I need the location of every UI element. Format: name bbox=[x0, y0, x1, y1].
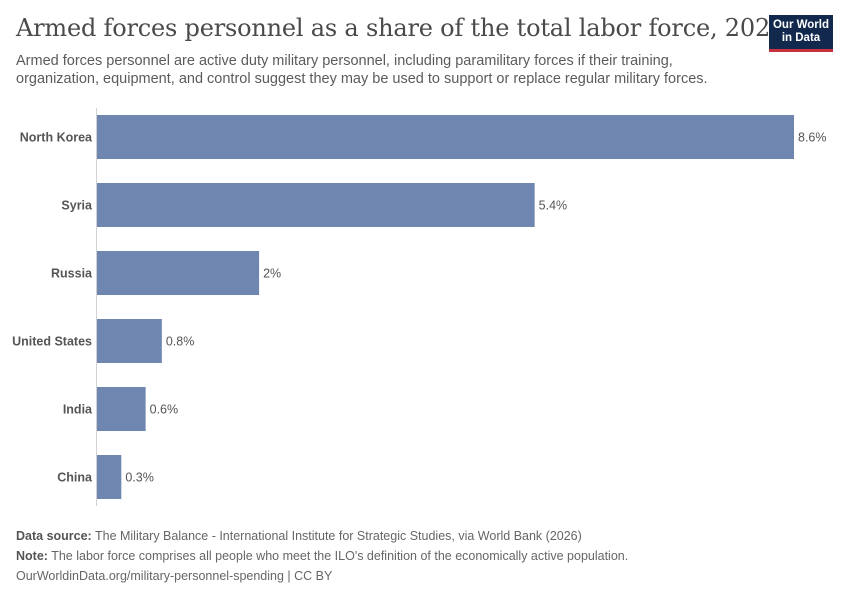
source-label: Data source: bbox=[16, 529, 92, 543]
bar-north-korea[interactable] bbox=[97, 115, 794, 159]
chart-subtitle: Armed forces personnel are active duty m… bbox=[16, 53, 708, 87]
bar-chart: North Korea 8.6% Syria 5.4% Russia 2% United S… bbox=[12, 108, 827, 506]
source-url[interactable]: OurWorldinData.org/military-personnel-sp… bbox=[16, 569, 333, 583]
category-label-india: India bbox=[63, 403, 93, 417]
note-label: Note: bbox=[16, 549, 48, 563]
value-label-united-states: 0.8% bbox=[166, 335, 195, 349]
category-label-china: China bbox=[57, 471, 93, 485]
bar-united-states[interactable] bbox=[97, 319, 162, 363]
data-source-line: Data source: The Military Balance - Inte… bbox=[16, 529, 582, 543]
bar-india[interactable] bbox=[97, 387, 146, 431]
bar-russia[interactable] bbox=[97, 251, 260, 295]
chart-title: Armed forces personnel as a share of the… bbox=[16, 14, 786, 42]
value-label-syria: 5.4% bbox=[539, 199, 568, 213]
bar-syria[interactable] bbox=[97, 183, 535, 227]
category-label-russia: Russia bbox=[51, 267, 93, 281]
note-text: The labor force comprises all people who… bbox=[47, 549, 629, 563]
value-label-india: 0.6% bbox=[150, 403, 179, 417]
category-label-syria: Syria bbox=[61, 199, 93, 213]
source-text: The Military Balance - International Ins… bbox=[91, 529, 582, 543]
category-label-north-korea: North Korea bbox=[20, 131, 93, 145]
value-label-north-korea: 8.6% bbox=[798, 131, 827, 145]
bar-china[interactable] bbox=[97, 455, 122, 499]
category-label-united-states: United States bbox=[12, 335, 92, 349]
value-label-china: 0.3% bbox=[125, 471, 154, 485]
note-line: Note: The labor force comprises all peop… bbox=[16, 549, 628, 563]
value-label-russia: 2% bbox=[263, 267, 281, 281]
owid-logo[interactable]: Our World in Data bbox=[769, 15, 833, 52]
logo-line-2: in Data bbox=[781, 32, 821, 44]
logo-line-1: Our World bbox=[772, 19, 829, 31]
